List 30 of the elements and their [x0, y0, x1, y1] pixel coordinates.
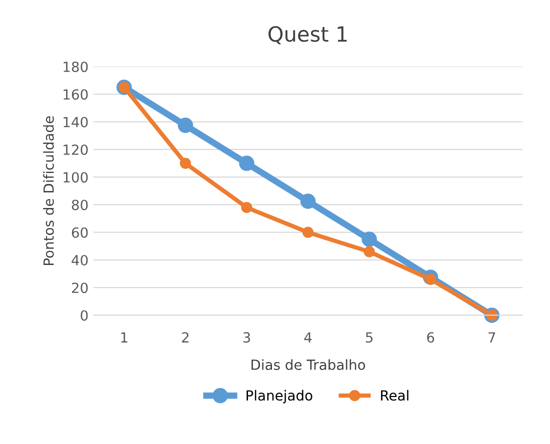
y-axis-title: Pontos de Dificuldade [43, 116, 54, 265]
x-tick-label: 2 [182, 332, 188, 342]
y-tick-label: 120 [64, 144, 88, 155]
y-tick-label: 20 [72, 282, 88, 294]
y-tick-label: 140 [64, 116, 88, 128]
legend-label: Planejado [246, 390, 312, 404]
point [178, 118, 194, 133]
point [362, 232, 377, 247]
point [241, 202, 252, 214]
y-tick-label: 160 [64, 89, 88, 100]
x-tick-label: 6 [427, 332, 434, 343]
y-tick-label: 0 [80, 310, 88, 321]
legend-label: Real [381, 390, 408, 401]
x-tick-label: 5 [366, 332, 372, 343]
point [300, 194, 316, 209]
point [180, 158, 191, 169]
y-tick-label: 60 [72, 227, 88, 238]
x-axis-title: Dias de Trabalho [252, 359, 366, 370]
x-tick-label: 1 [121, 332, 128, 342]
y-tick-label: 180 [64, 62, 88, 72]
x-tick-label: 4 [304, 332, 312, 342]
chart-title: Quest 1 [268, 26, 347, 44]
point [239, 156, 254, 171]
y-tick-label: 80 [72, 200, 88, 210]
x-tick-label: 7 [488, 332, 496, 342]
y-tick-label: 100 [64, 172, 88, 183]
point [302, 226, 314, 238]
y-tick-label: 40 [72, 254, 88, 266]
point [364, 246, 375, 258]
x-tick-label: 3 [243, 332, 250, 343]
